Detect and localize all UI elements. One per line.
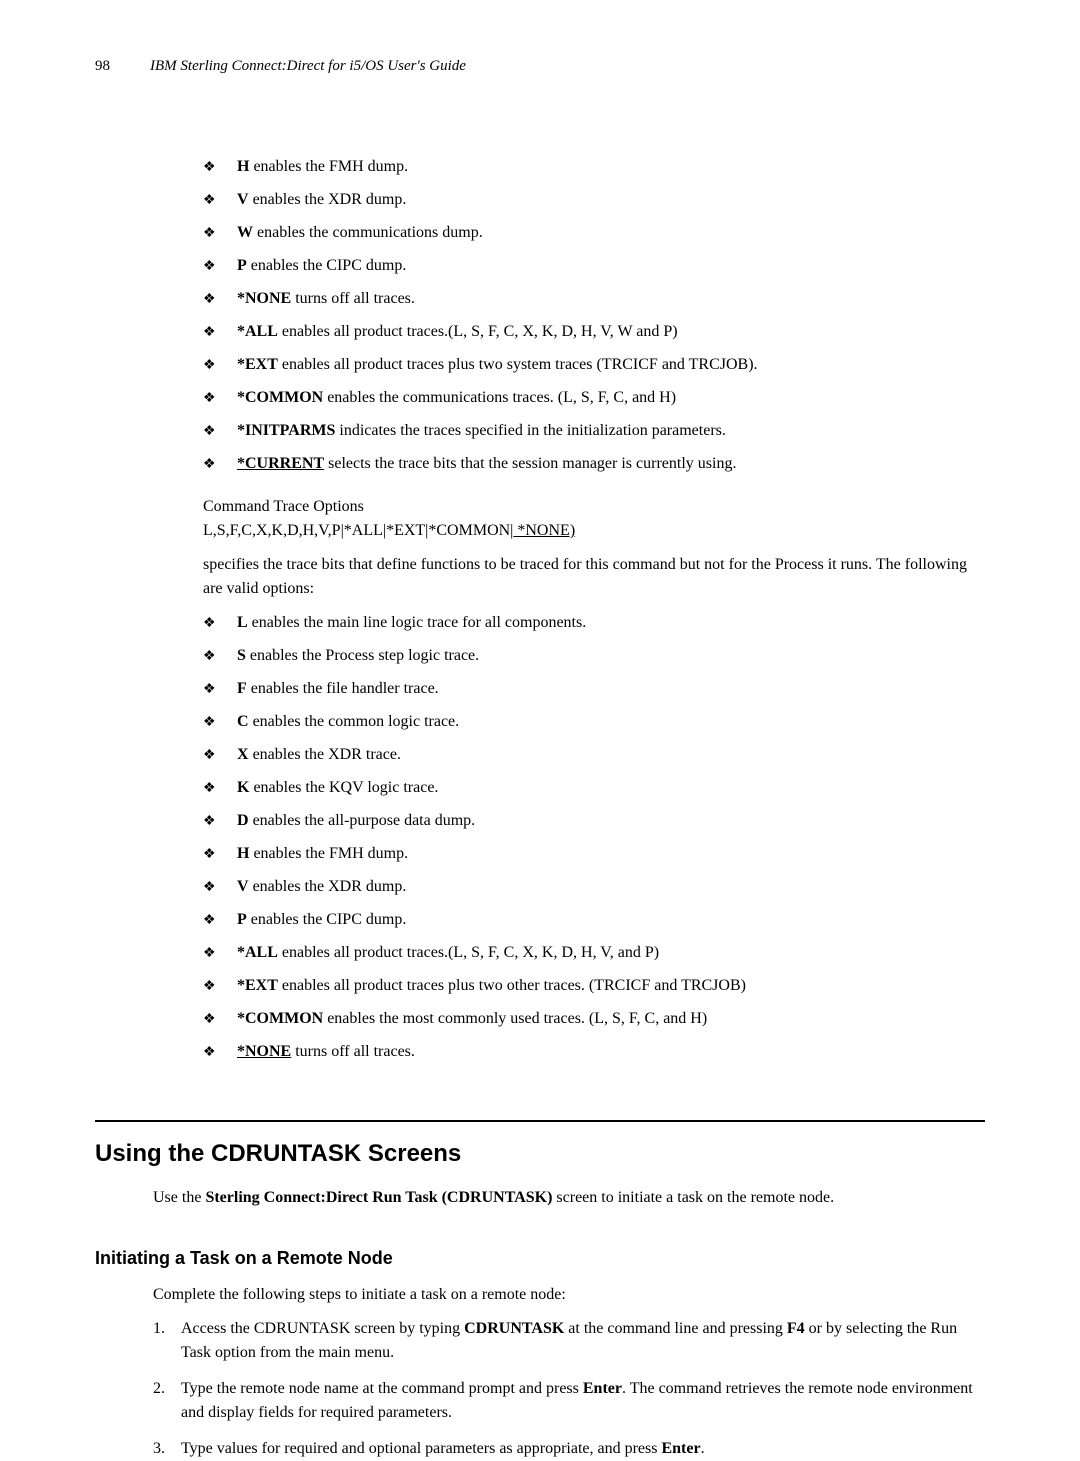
- bullet-text: *NONE turns off all traces.: [237, 1040, 985, 1064]
- bullet-text: X enables the XDR trace.: [237, 743, 985, 767]
- bullet-text: H enables the FMH dump.: [237, 842, 985, 866]
- bullet-item: ❖ D enables the all-purpose data dump.: [203, 809, 985, 833]
- bullet-marker-icon: ❖: [203, 646, 217, 667]
- bullet-text: *COMMON enables the communications trace…: [237, 386, 985, 410]
- specifies-paragraph: specifies the trace bits that define fun…: [203, 553, 985, 601]
- bullet-text: H enables the FMH dump.: [237, 155, 985, 179]
- bullet-item: ❖ V enables the XDR dump.: [203, 188, 985, 212]
- bullet-text: P enables the CIPC dump.: [237, 908, 985, 932]
- page-number: 98: [95, 58, 110, 75]
- bullet-marker-icon: ❖: [203, 223, 217, 244]
- bullet-marker-icon: ❖: [203, 745, 217, 766]
- bullet-text: K enables the KQV logic trace.: [237, 776, 985, 800]
- bullet-item: ❖ *NONE turns off all traces.: [203, 1040, 985, 1064]
- command-trace-heading: Command Trace Options L,S,F,C,X,K,D,H,V,…: [203, 495, 985, 543]
- bullet-item: ❖ V enables the XDR dump.: [203, 875, 985, 899]
- bullet-item: ❖ *COMMON enables the most commonly used …: [203, 1007, 985, 1031]
- bullet-text: S enables the Process step logic trace.: [237, 644, 985, 668]
- step-text: Type the remote node name at the command…: [181, 1377, 985, 1425]
- step-text: Type values for required and optional pa…: [181, 1437, 985, 1461]
- bullet-text: *NONE turns off all traces.: [237, 287, 985, 311]
- bullet-text: *INITPARMS indicates the traces specifie…: [237, 419, 985, 443]
- bullet-marker-icon: ❖: [203, 190, 217, 211]
- bullet-item: ❖ S enables the Process step logic trace.: [203, 644, 985, 668]
- bullet-marker-icon: ❖: [203, 910, 217, 931]
- bullet-item: ❖ K enables the KQV logic trace.: [203, 776, 985, 800]
- bullet-marker-icon: ❖: [203, 976, 217, 997]
- bullet-item: ❖ *INITPARMS indicates the traces specifi…: [203, 419, 985, 443]
- section-title: Using the CDRUNTASK Screens: [95, 1140, 985, 1168]
- bullet-marker-icon: ❖: [203, 1042, 217, 1063]
- bullet-item: ❖ *NONE turns off all traces.: [203, 287, 985, 311]
- bullet-item: ❖ *ALL enables all product traces.(L, S, …: [203, 941, 985, 965]
- steps-list: 1.Access the CDRUNTASK screen by typing …: [153, 1317, 985, 1461]
- bullet-item: ❖ X enables the XDR trace.: [203, 743, 985, 767]
- bullet-text: V enables the XDR dump.: [237, 188, 985, 212]
- bullet-text: *EXT enables all product traces plus two…: [237, 974, 985, 998]
- page-header: 98 IBM Sterling Connect:Direct for i5/OS…: [95, 58, 985, 75]
- bullet-marker-icon: ❖: [203, 421, 217, 442]
- content-area: ❖ H enables the FMH dump. ❖ V enables the X…: [203, 155, 985, 1064]
- bullet-marker-icon: ❖: [203, 388, 217, 409]
- bullet-text: W enables the communications dump.: [237, 221, 985, 245]
- step-number: 1.: [153, 1317, 181, 1341]
- bullet-text: *COMMON enables the most commonly used t…: [237, 1007, 985, 1031]
- section-divider: Using the CDRUNTASK Screens: [95, 1120, 985, 1168]
- bullet-text: C enables the common logic trace.: [237, 710, 985, 734]
- bullet-text: *ALL enables all product traces.(L, S, F…: [237, 941, 985, 965]
- bullet-item: ❖ *CURRENT selects the trace bits that th…: [203, 452, 985, 476]
- step-item: 1.Access the CDRUNTASK screen by typing …: [153, 1317, 985, 1365]
- step-text: Access the CDRUNTASK screen by typing CD…: [181, 1317, 985, 1365]
- bullet-item: ❖ *EXT enables all product traces plus tw…: [203, 353, 985, 377]
- bullet-marker-icon: ❖: [203, 157, 217, 178]
- bullet-marker-icon: ❖: [203, 844, 217, 865]
- subsection-title: Initiating a Task on a Remote Node: [95, 1248, 985, 1269]
- bullet-item: ❖ W enables the communications dump.: [203, 221, 985, 245]
- bullet-text: L enables the main line logic trace for …: [237, 611, 985, 635]
- bullet-text: D enables the all-purpose data dump.: [237, 809, 985, 833]
- bullet-marker-icon: ❖: [203, 811, 217, 832]
- bullet-marker-icon: ❖: [203, 256, 217, 277]
- bullet-marker-icon: ❖: [203, 454, 217, 475]
- step-item: 3.Type values for required and optional …: [153, 1437, 985, 1461]
- bullet-marker-icon: ❖: [203, 289, 217, 310]
- step-number: 2.: [153, 1377, 181, 1401]
- step-item: 2.Type the remote node name at the comma…: [153, 1377, 985, 1425]
- bullet-item: ❖ C enables the common logic trace.: [203, 710, 985, 734]
- bullet-marker-icon: ❖: [203, 1009, 217, 1030]
- bullet-text: *EXT enables all product traces plus two…: [237, 353, 985, 377]
- bullet-item: ❖ *COMMON enables the communications trac…: [203, 386, 985, 410]
- bullet-marker-icon: ❖: [203, 613, 217, 634]
- bullet-text: V enables the XDR dump.: [237, 875, 985, 899]
- bullet-item: ❖ H enables the FMH dump.: [203, 842, 985, 866]
- bullet-item: ❖ F enables the file handler trace.: [203, 677, 985, 701]
- subsection-intro: Complete the following steps to initiate…: [153, 1283, 985, 1307]
- bullet-marker-icon: ❖: [203, 778, 217, 799]
- bullet-item: ❖ P enables the CIPC dump.: [203, 908, 985, 932]
- bullet-item: ❖ *EXT enables all product traces plus tw…: [203, 974, 985, 998]
- bullet-marker-icon: ❖: [203, 877, 217, 898]
- trace-options-list-2: ❖ L enables the main line logic trace for…: [203, 611, 985, 1064]
- section-intro: Use the Sterling Connect:Direct Run Task…: [153, 1186, 985, 1210]
- bullet-text: *ALL enables all product traces.(L, S, F…: [237, 320, 985, 344]
- bullet-text: F enables the file handler trace.: [237, 677, 985, 701]
- bullet-text: *CURRENT selects the trace bits that the…: [237, 452, 985, 476]
- step-number: 3.: [153, 1437, 181, 1461]
- bullet-marker-icon: ❖: [203, 943, 217, 964]
- bullet-item: ❖ L enables the main line logic trace for…: [203, 611, 985, 635]
- bullet-text: P enables the CIPC dump.: [237, 254, 985, 278]
- bullet-marker-icon: ❖: [203, 322, 217, 343]
- bullet-marker-icon: ❖: [203, 679, 217, 700]
- trace-options-list-1: ❖ H enables the FMH dump. ❖ V enables the X…: [203, 155, 985, 476]
- bullet-item: ❖ *ALL enables all product traces.(L, S, …: [203, 320, 985, 344]
- bullet-item: ❖ H enables the FMH dump.: [203, 155, 985, 179]
- document-title: IBM Sterling Connect:Direct for i5/OS Us…: [150, 58, 466, 75]
- bullet-marker-icon: ❖: [203, 355, 217, 376]
- bullet-item: ❖ P enables the CIPC dump.: [203, 254, 985, 278]
- bullet-marker-icon: ❖: [203, 712, 217, 733]
